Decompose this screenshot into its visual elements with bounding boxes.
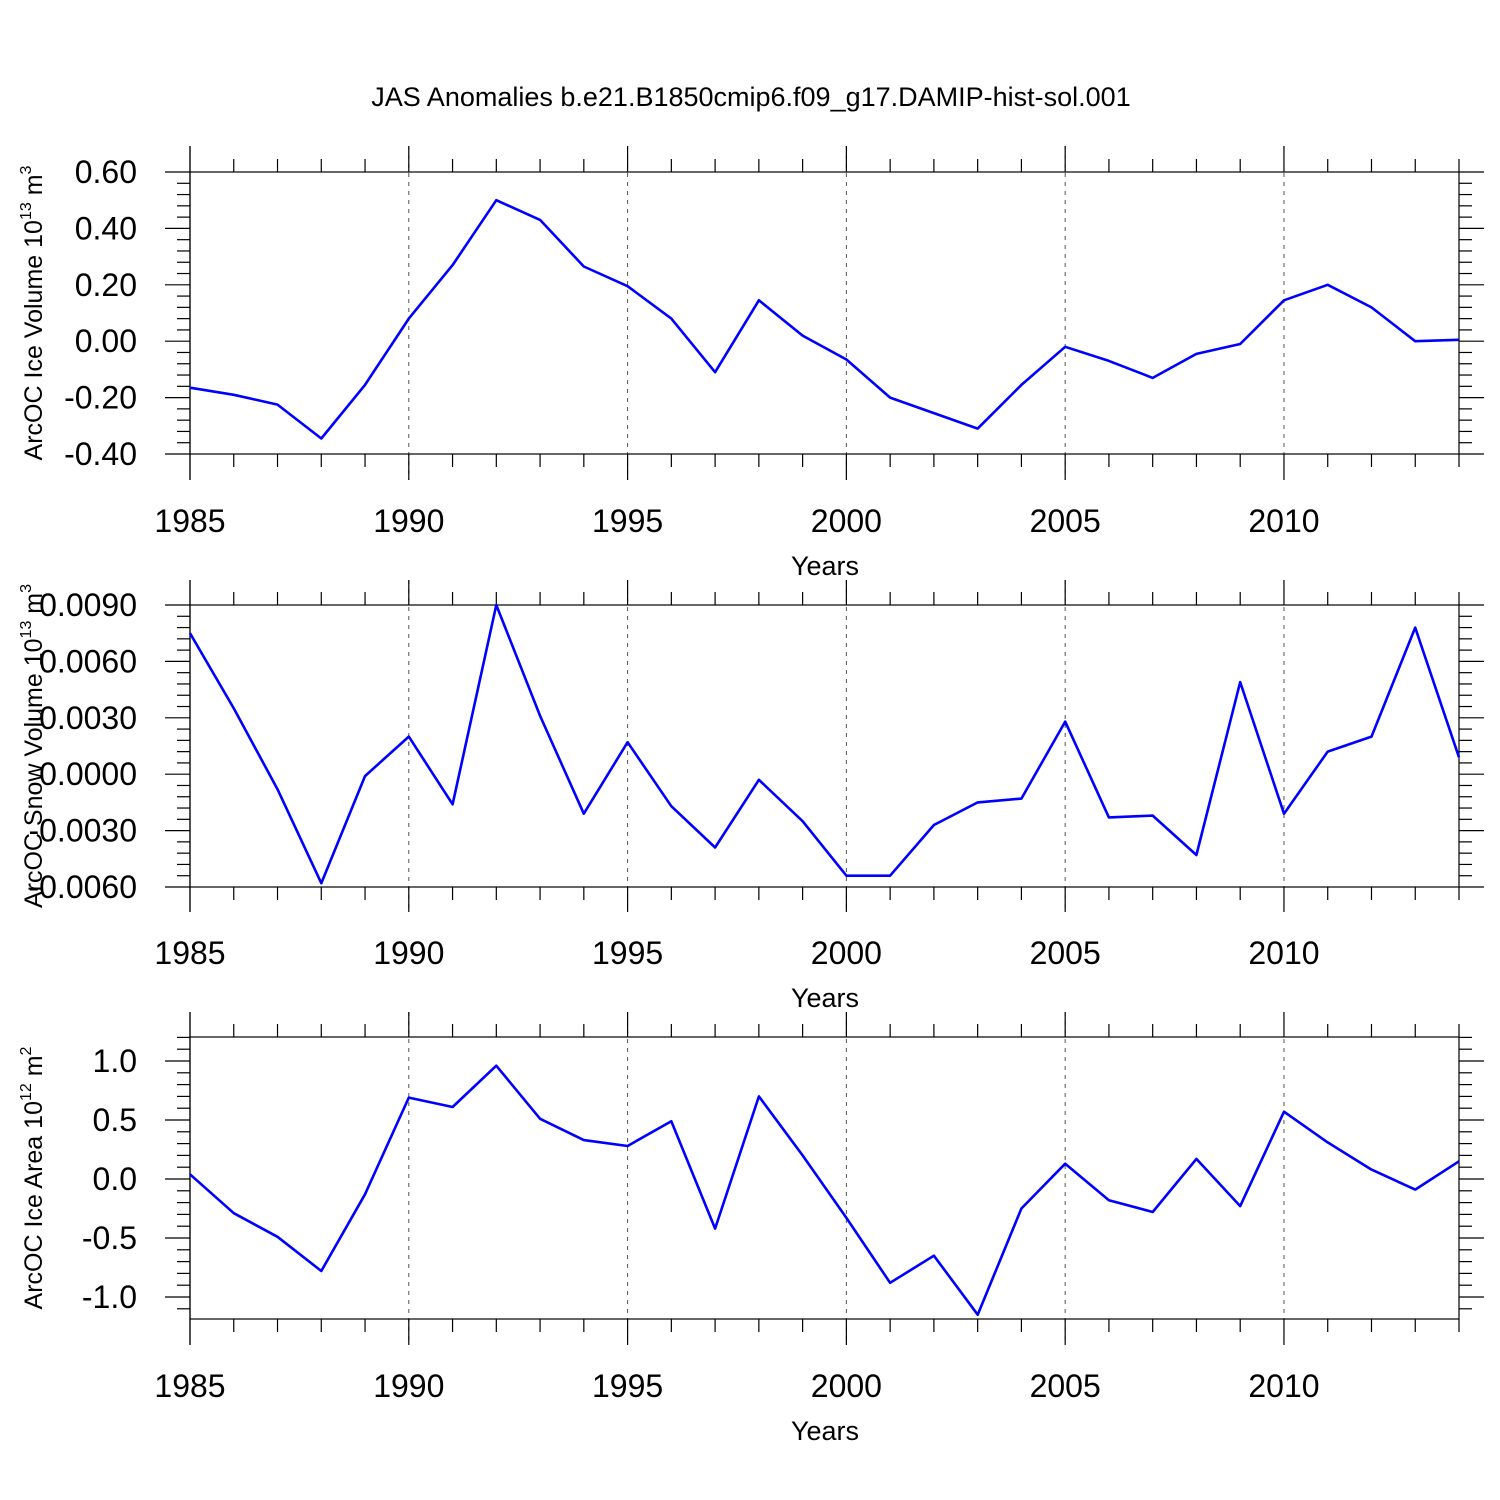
panel-3: -1.0 -0.5 0.0 0.5 1.0 1985 1990 1995 2000 2005 201… [18, 1012, 1484, 1446]
x-tick-label: 1995 [592, 503, 663, 539]
y-tick-label: -0.5 [82, 1220, 137, 1256]
y-axis-label-exponent: 2 [18, 1046, 35, 1055]
x-tick-label: 1985 [154, 1368, 225, 1404]
y-axis-label-text: m [20, 593, 48, 621]
x-axis-label: Years [791, 1416, 859, 1446]
y-axis-label-text: ArcOC Ice Area 10 [20, 1101, 48, 1309]
y-axis-label-text: m [20, 1055, 48, 1083]
y-axis-label-exponent: 13 [18, 621, 35, 639]
x-axis-label: Years [791, 551, 859, 581]
y-tick-label: 0.0060 [39, 643, 137, 679]
x-axis-label: Years [791, 983, 859, 1013]
y-axis-label-text: ArcOC Snow Volume 10 [20, 638, 48, 908]
x-tick-label: 1985 [154, 503, 225, 539]
x-tick-label: 1990 [373, 1368, 444, 1404]
y-axis-label-exponent: 3 [18, 165, 35, 174]
x-tick-label: 2005 [1030, 935, 1101, 971]
x-tick-label: 2010 [1248, 1368, 1319, 1404]
y-tick-label: -1.0 [82, 1279, 137, 1315]
x-tick-label: 1985 [154, 935, 225, 971]
y-axis-label-text: ArcOC Ice Volume 10 [20, 220, 48, 460]
y-tick-label: 0.0030 [39, 700, 137, 736]
y-tick-label: -0.0060 [28, 869, 137, 905]
y-tick-label: 1.0 [93, 1043, 137, 1079]
x-tick-label: 2010 [1248, 503, 1319, 539]
x-tick-label: 1995 [592, 935, 663, 971]
series-line [189, 1064, 1460, 1316]
y-tick-label: 0.5 [93, 1102, 137, 1138]
series-line [189, 198, 1460, 440]
x-tick-label: 1995 [592, 1368, 663, 1404]
x-tick-label: 2000 [811, 935, 882, 971]
y-tick-label: 0.20 [75, 267, 137, 303]
x-tick-label: 1990 [373, 503, 444, 539]
x-tick-label: 2005 [1030, 1368, 1101, 1404]
y-tick-label: 0.40 [75, 210, 137, 246]
panel-2: -0.0060 -0.0030 0.0000 0.0030 0.0060 0.0090 19… [18, 580, 1484, 1013]
chart-title: JAS Anomalies b.e21.B1850cmip6.f09_g17.D… [371, 82, 1130, 112]
series-line [188, 603, 1461, 885]
y-axis-label: ArcOC Ice Area 1012 m2 [18, 1046, 48, 1309]
y-axis-label: ArcOC Snow Volume 1013 m3 [18, 584, 48, 908]
y-axis-label-exponent: 3 [18, 584, 35, 593]
x-tick-label: 1990 [373, 935, 444, 971]
y-axis-label-exponent: 12 [18, 1083, 35, 1101]
y-tick-label: 0.00 [75, 323, 137, 359]
y-tick-label: 0.0000 [39, 756, 137, 792]
y-tick-label: -0.20 [64, 380, 137, 416]
y-tick-label: -0.40 [64, 436, 137, 472]
y-tick-label: -0.0030 [28, 813, 137, 849]
x-tick-label: 2010 [1248, 935, 1319, 971]
y-axis-label-text: m [20, 174, 48, 202]
x-tick-label: 2000 [811, 1368, 882, 1404]
y-tick-label: 0.0 [93, 1161, 137, 1197]
y-axis-label-exponent: 13 [18, 202, 35, 220]
y-tick-label: 0.60 [75, 154, 137, 190]
x-tick-label: 2005 [1030, 503, 1101, 539]
x-tick-label: 2000 [811, 503, 882, 539]
y-axis-label: ArcOC Ice Volume 1013 m3 [18, 165, 48, 460]
panel-1: -0.40 -0.20 0.00 0.20 0.40 0.60 1985 1990 1995 20… [18, 146, 1484, 581]
y-tick-label: 0.0090 [39, 587, 137, 623]
